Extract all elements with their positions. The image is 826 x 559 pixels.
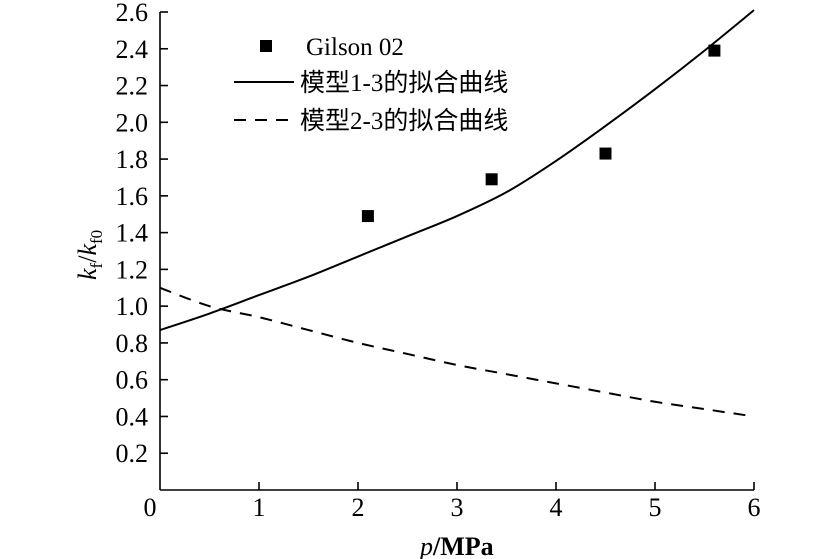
y-axis-title-sub2: f0 (87, 230, 106, 244)
series-line-model-1-3 (159, 9, 755, 332)
y-axis-title-sub1: f (87, 262, 106, 268)
x-tick-label: 3 (451, 493, 464, 522)
y-tick-label: 2.4 (116, 35, 149, 64)
x-tick-label: 5 (649, 493, 662, 522)
y-tick-label: 1.0 (116, 292, 149, 321)
y-tick-label: 0.6 (116, 366, 149, 395)
y-axis-title-k1: k (73, 268, 102, 280)
y-tick-label: 1.4 (116, 219, 149, 248)
x-tick-label: 0 (144, 493, 157, 522)
x-axis-title-variable: p (418, 532, 433, 559)
x-tick-label: 2 (352, 493, 365, 522)
y-tick-label: 1.8 (116, 145, 149, 174)
legend-label-model-1-3: 模型1-3的拟合曲线 (300, 69, 508, 97)
legend-marker-gilson (260, 40, 272, 52)
y-axis-ticks: 0.2 0.4 0.6 0.8 1.0 1.2 1.4 1.6 1.8 2.0 2.2 2.4 2.6 (116, 0, 168, 468)
x-axis-title-unit: /MPa (432, 532, 494, 559)
data-point-gilson (485, 173, 498, 186)
y-tick-label: 0.4 (116, 402, 149, 431)
y-axis-title: kf/kf0 (73, 230, 106, 280)
data-point-gilson (708, 44, 721, 57)
y-tick-label: 1.2 (116, 255, 149, 284)
data-point-gilson (599, 147, 612, 160)
fit-curves (159, 9, 755, 418)
x-axis-ticks: 0 1 2 3 4 5 6 (144, 482, 761, 522)
x-tick-label: 1 (253, 493, 266, 522)
series-line-model-2-3 (159, 286, 755, 418)
y-tick-label: 2.6 (116, 0, 149, 27)
legend-label-model-2-3: 模型2-3的拟合曲线 (300, 107, 508, 135)
y-tick-label: 2.0 (116, 108, 149, 137)
legend: Gilson 02 模型1-3的拟合曲线 模型2-3的拟合曲线 (234, 34, 508, 135)
y-axis-title-slash: / (73, 255, 102, 263)
data-point-gilson (361, 210, 374, 223)
x-tick-label: 6 (748, 493, 761, 522)
y-tick-label: 1.6 (116, 182, 149, 211)
y-axis-title-k2: k (73, 244, 102, 256)
x-axis-title: p/MPa (418, 532, 494, 559)
y-tick-label: 0.2 (116, 439, 149, 468)
y-tick-label: 0.8 (116, 329, 149, 358)
y-tick-label: 2.2 (116, 72, 149, 101)
legend-label-gilson: Gilson 02 (306, 34, 404, 61)
x-tick-label: 4 (550, 493, 563, 522)
data-points (361, 44, 721, 223)
